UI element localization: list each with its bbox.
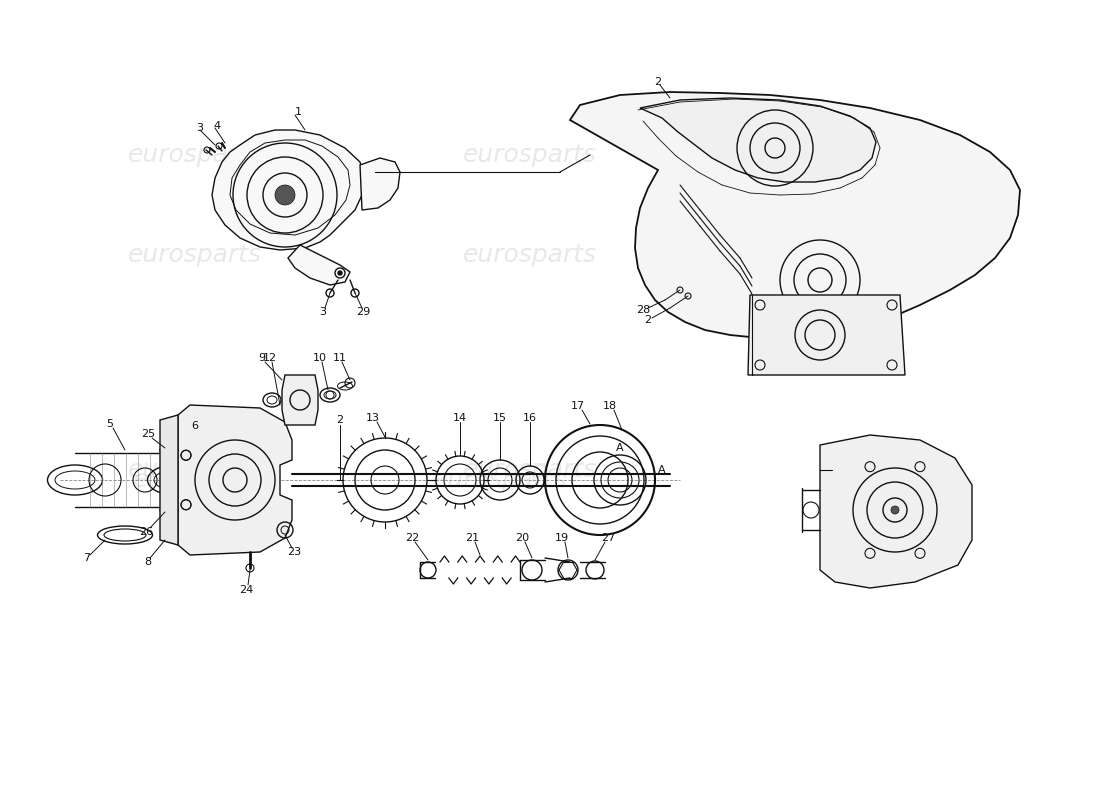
Text: 16: 16 [522,413,537,423]
Polygon shape [288,245,350,285]
Polygon shape [212,130,365,250]
Text: 14: 14 [453,413,468,423]
Text: 6: 6 [191,421,198,431]
Text: 9: 9 [258,353,265,363]
Polygon shape [570,92,1020,338]
Text: 19: 19 [554,533,569,543]
Text: eurosparts: eurosparts [128,143,262,167]
Text: 3: 3 [319,307,327,317]
Text: 2: 2 [337,415,343,425]
Text: 5: 5 [107,419,113,429]
Text: A: A [616,443,624,453]
Text: 21: 21 [465,533,480,543]
Text: 22: 22 [405,533,419,543]
Circle shape [275,185,295,205]
Text: 3: 3 [197,123,204,133]
Text: 10: 10 [314,353,327,363]
Text: eurosparts: eurosparts [133,468,267,492]
Polygon shape [178,405,292,555]
Text: 8: 8 [144,557,152,567]
Text: 23: 23 [287,547,301,557]
Text: eurosparts: eurosparts [128,243,262,267]
Text: A: A [658,465,666,475]
Polygon shape [748,295,905,375]
Text: 11: 11 [333,353,346,363]
Polygon shape [160,415,178,545]
Text: 13: 13 [366,413,379,423]
Text: eurosparts: eurosparts [463,143,597,167]
Text: eurosparts: eurosparts [433,468,566,492]
Text: 26: 26 [139,527,153,537]
Polygon shape [360,158,400,210]
Text: 18: 18 [603,401,617,411]
Text: 28: 28 [636,305,650,315]
Text: eurosparts: eurosparts [128,458,262,482]
Polygon shape [820,435,972,588]
Polygon shape [282,375,318,425]
Text: 27: 27 [601,533,615,543]
Text: 4: 4 [213,121,221,131]
Text: eurosparts: eurosparts [683,238,817,262]
Text: 12: 12 [263,353,277,363]
Text: 20: 20 [515,533,529,543]
Text: eurosparts: eurosparts [463,243,597,267]
Text: 29: 29 [356,307,370,317]
Text: 24: 24 [239,585,253,595]
Text: 1: 1 [295,107,301,117]
Text: eurosparts: eurosparts [463,458,597,482]
Circle shape [891,506,899,514]
Text: 2: 2 [645,315,651,325]
Text: 2: 2 [654,77,661,87]
Circle shape [338,271,342,275]
Polygon shape [640,98,876,182]
Text: 7: 7 [84,553,90,563]
Text: 17: 17 [571,401,585,411]
Text: 25: 25 [141,429,155,439]
Text: 15: 15 [493,413,507,423]
Polygon shape [175,455,195,505]
